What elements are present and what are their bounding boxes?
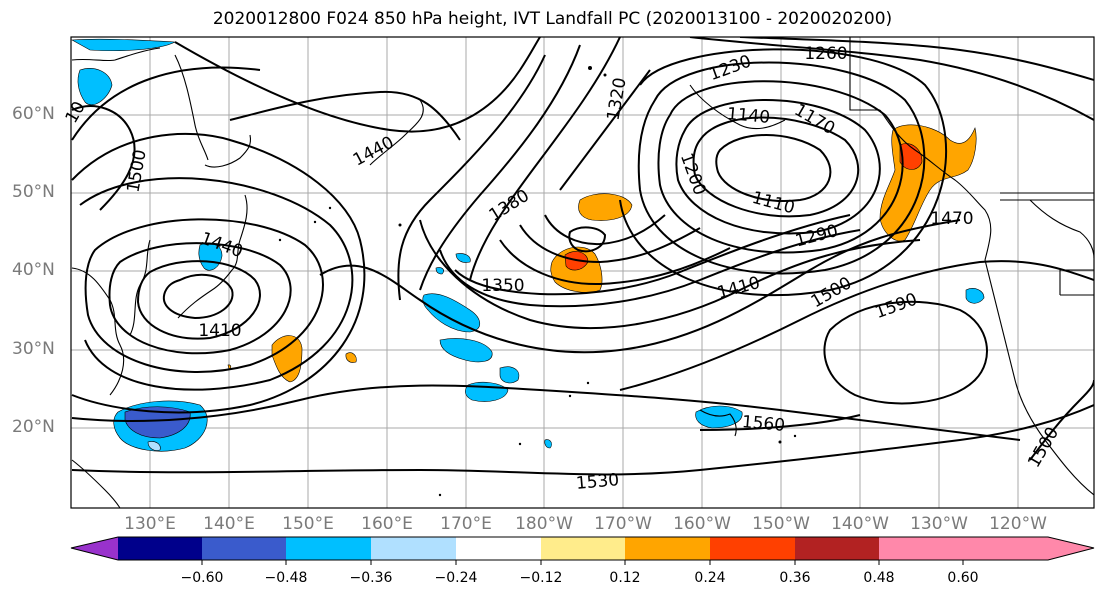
ivt-negative-shading <box>71 38 985 452</box>
figure-title: 2020012800 F024 850 hPa height, IVT Land… <box>212 9 893 29</box>
colorbar-segment <box>879 537 964 560</box>
lon-label: 130°W <box>910 514 968 534</box>
colorbar-segment <box>286 537 372 560</box>
lon-label: 150°W <box>752 514 810 534</box>
lat-label: 50°N <box>12 182 55 202</box>
contour-label: 1470 <box>930 209 973 229</box>
colorbar-tick-label: −0.48 <box>264 570 308 586</box>
colorbar-outline <box>70 536 1095 561</box>
colorbar-segment <box>371 537 457 560</box>
colorbar-tick-label: 0.60 <box>947 570 979 586</box>
lon-label: 160°W <box>673 514 731 534</box>
lat-label: 40°N <box>12 260 55 280</box>
colorbar-segment <box>625 537 711 560</box>
colorbar-tick-label: −0.12 <box>519 570 563 586</box>
height-contours <box>71 37 1094 476</box>
lon-label: 170°W <box>594 514 652 534</box>
coastlines <box>71 37 1094 508</box>
ivt-positive-shading <box>227 124 977 383</box>
lon-label: 130°E <box>124 514 176 534</box>
contour-label: 1530 <box>575 470 620 494</box>
colorbar-tick-label: −0.24 <box>434 570 478 586</box>
lon-label: 150°E <box>282 514 334 534</box>
colorbar-tick-label: 0.24 <box>694 570 726 586</box>
colorbar-tick-label: −0.60 <box>180 570 224 586</box>
lon-label: 160°E <box>361 514 413 534</box>
colorbar-segment <box>456 537 542 560</box>
lon-label: 170°E <box>440 514 492 534</box>
lon-label: 140°E <box>203 514 255 534</box>
lon-label: 120°W <box>989 514 1047 534</box>
contour-label: 1260 <box>804 44 847 64</box>
colorbar-segment <box>795 537 880 560</box>
contour-label: 1410 <box>198 321 241 341</box>
contour-label: 1140 <box>726 104 771 128</box>
islands <box>278 66 797 497</box>
colorbar-extend-high <box>963 537 1094 560</box>
colorbar-segment <box>202 537 287 560</box>
colorbar-tick-label: 0.36 <box>779 570 811 586</box>
colorbar <box>70 536 1095 565</box>
colorbar-segment <box>710 537 796 560</box>
map-frame <box>70 36 1095 509</box>
contour-label: 1350 <box>481 276 524 296</box>
lon-label: 180°W <box>515 514 573 534</box>
colorbar-segment <box>118 537 203 560</box>
colorbar-tick-label: −0.36 <box>349 570 393 586</box>
colorbar-tick-label: 0.48 <box>863 570 895 586</box>
colorbar-tick-label: 0.12 <box>609 570 641 586</box>
colorbar-segment <box>541 537 626 560</box>
lat-label: 20°N <box>12 417 55 437</box>
colorbar-extend-low <box>71 537 118 560</box>
lat-label: 60°N <box>12 104 55 124</box>
lat-label: 30°N <box>12 339 55 359</box>
lon-label: 140°W <box>831 514 889 534</box>
contour-label: 1560 <box>741 412 786 436</box>
